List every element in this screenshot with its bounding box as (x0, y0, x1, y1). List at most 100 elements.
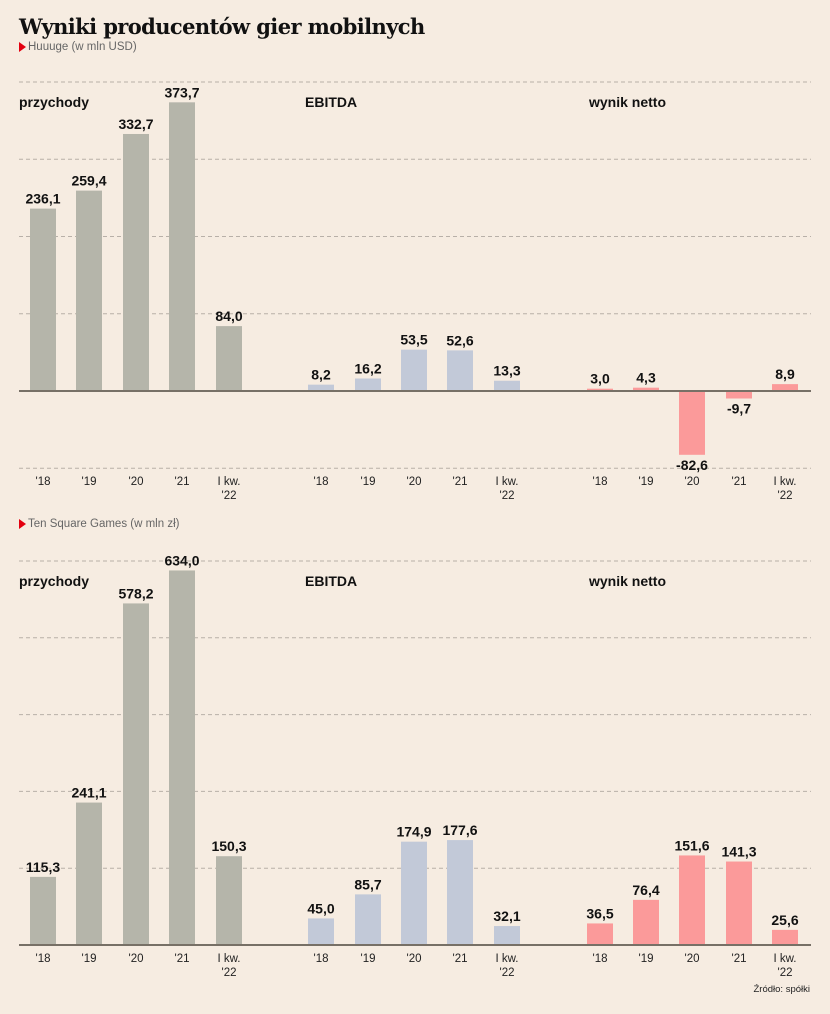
data-label: -9,7 (727, 400, 751, 416)
x-tick-label: I kw. (495, 953, 518, 965)
x-tick-label: '21 (732, 476, 747, 488)
x-tick-label: I kw. (773, 953, 796, 965)
bar (587, 388, 613, 391)
bar (447, 840, 473, 945)
x-tick-label: '18 (593, 476, 608, 488)
data-label: 3,0 (590, 371, 610, 387)
x-tick-label: '22 (222, 490, 237, 502)
bar (587, 923, 613, 945)
bar (308, 384, 334, 391)
series-label-przychody: przychody (19, 573, 89, 589)
data-label: 53,5 (400, 332, 427, 348)
panel-subtitle-tsg: Ten Square Games (w mln zł) (19, 518, 179, 530)
subtitle-text: Huuuge (w mln USD) (28, 41, 137, 53)
data-label: 332,7 (118, 116, 153, 132)
bar (633, 899, 659, 945)
bar (308, 918, 334, 945)
x-tick-label: '19 (82, 476, 97, 488)
data-label: 141,3 (721, 844, 756, 860)
data-label: 115,3 (26, 859, 60, 875)
bar (726, 861, 752, 945)
data-label: 85,7 (354, 876, 381, 892)
data-label: 52,6 (446, 332, 473, 348)
x-tick-label: '22 (222, 967, 237, 979)
bar (216, 326, 242, 391)
data-label: 32,1 (493, 908, 520, 924)
x-tick-label: '22 (778, 490, 793, 502)
chart-huuuge: przychody 236,1 259,4 332,7 373,7 84,0 '18 '19 '… (19, 81, 811, 502)
bar (169, 102, 195, 392)
x-tick-label: '19 (361, 476, 376, 488)
x-tick-label: '18 (593, 953, 608, 965)
x-tick-label: '22 (500, 490, 515, 502)
data-label: 25,6 (771, 912, 798, 928)
bar (30, 876, 56, 945)
data-label: -82,6 (676, 457, 708, 473)
bar (494, 380, 520, 391)
x-tick-label: '19 (361, 953, 376, 965)
bar (216, 856, 242, 945)
data-label: 45,0 (307, 900, 334, 916)
data-label: 177,6 (442, 822, 477, 838)
data-label: 578,2 (118, 585, 153, 601)
data-label: 4,3 (636, 370, 656, 386)
x-tick-label: '18 (36, 476, 51, 488)
x-tick-label: I kw. (217, 953, 240, 965)
bar (679, 855, 705, 945)
data-label: 36,5 (586, 905, 613, 921)
bar (401, 841, 427, 945)
x-tick-label: '22 (500, 967, 515, 979)
bar (679, 391, 705, 455)
triangle-marker-icon (19, 519, 26, 529)
data-label: 174,9 (396, 824, 431, 840)
data-label: 150,3 (211, 838, 246, 854)
bar (76, 190, 102, 391)
bar (772, 929, 798, 945)
x-tick-label: '21 (175, 953, 190, 965)
x-tick-label: '21 (175, 476, 190, 488)
triangle-marker-icon (19, 42, 26, 52)
data-label: 13,3 (493, 363, 520, 379)
x-tick-label: '18 (314, 476, 329, 488)
x-tick-label: '18 (36, 953, 51, 965)
x-tick-label: '18 (314, 953, 329, 965)
x-tick-label: '19 (82, 953, 97, 965)
data-label: 8,9 (775, 366, 795, 382)
bar (447, 350, 473, 391)
data-label: 84,0 (215, 308, 242, 324)
bar (123, 133, 149, 391)
data-label: 16,2 (354, 360, 381, 376)
x-tick-label: '21 (732, 953, 747, 965)
x-tick-label: '19 (639, 953, 654, 965)
series-label-wynik-netto: wynik netto (588, 94, 666, 110)
bar (123, 603, 149, 945)
data-label: 241,1 (71, 785, 106, 801)
data-label: 76,4 (632, 882, 659, 898)
bar (355, 378, 381, 391)
panel-subtitle-huuuge: Huuuge (w mln USD) (19, 41, 137, 53)
series-label-ebitda: EBITDA (305, 573, 357, 589)
data-label: 236,1 (25, 191, 60, 207)
bar (726, 391, 752, 399)
x-tick-label: '20 (685, 953, 700, 965)
data-label: 373,7 (164, 84, 199, 100)
bar (355, 894, 381, 945)
series-label-ebitda: EBITDA (305, 94, 357, 110)
bar (772, 384, 798, 391)
series-label-wynik-netto: wynik netto (588, 573, 666, 589)
x-tick-label: '20 (407, 953, 422, 965)
source-note: Źródło: spółki (753, 984, 811, 995)
bar (30, 208, 56, 391)
x-tick-label: '20 (129, 953, 144, 965)
data-label: 259,4 (71, 173, 106, 189)
x-tick-label: I kw. (217, 476, 240, 488)
x-tick-label: '21 (453, 953, 468, 965)
bar (494, 926, 520, 945)
bar (401, 349, 427, 391)
x-tick-label: '19 (639, 476, 654, 488)
x-tick-label: '20 (129, 476, 144, 488)
x-tick-label: I kw. (773, 476, 796, 488)
series-label-przychody: przychody (19, 94, 89, 110)
x-tick-label: '22 (778, 967, 793, 979)
